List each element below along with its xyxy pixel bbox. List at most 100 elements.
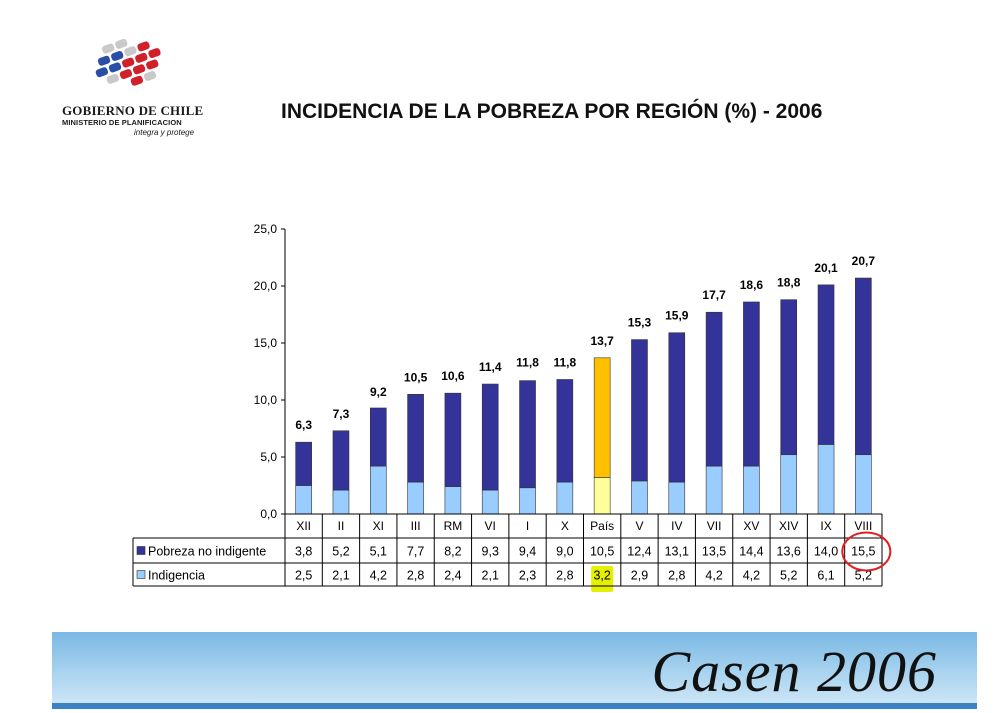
- bar-indigencia: [519, 487, 536, 515]
- bar-pobreza-no-indigente: [519, 380, 536, 489]
- table-cell-value: 2,8: [668, 569, 685, 583]
- bar-pobreza-no-indigente: [444, 392, 462, 487]
- bar-total-label: 9,2: [370, 385, 387, 399]
- table-cell-value: 6,1: [817, 569, 834, 583]
- category-label: IX: [820, 519, 831, 533]
- table-cell-value: 3,2: [593, 569, 610, 583]
- table-cell-value: 9,3: [482, 545, 499, 559]
- table-cell-value: 7,7: [407, 545, 424, 559]
- bar-total-label: 6,3: [295, 418, 312, 432]
- bar-indigencia: [817, 444, 835, 515]
- category-label: II: [338, 519, 345, 533]
- bar-indigencia: [332, 489, 350, 515]
- y-tick-label: 25,0: [254, 222, 278, 236]
- table-cell-value: 14,4: [739, 545, 763, 559]
- bar-pobreza-no-indigente: [631, 339, 648, 482]
- bar-pobreza-no-indigente: [705, 311, 723, 467]
- table-cell-value: 2,5: [295, 569, 312, 583]
- category-label: XI: [373, 519, 384, 533]
- bar-total-label: 20,1: [814, 261, 838, 275]
- bar-total-label: 10,5: [404, 370, 428, 384]
- bar-indigencia: [369, 465, 387, 515]
- bar-indigencia: [705, 465, 723, 515]
- y-tick-label: 5,0: [260, 450, 277, 464]
- table-cell-value: 2,8: [556, 569, 573, 583]
- table-cell-value: 10,5: [590, 545, 614, 559]
- footer-bar: [52, 703, 977, 709]
- bar-total-label: 10,6: [441, 369, 465, 383]
- bar-pobreza-no-indigente: [332, 430, 350, 491]
- bar-total-label: 7,3: [333, 407, 350, 421]
- gobierno-logo: GOBIERNO DE CHILE MINISTERIO DE PLANIFIC…: [60, 35, 203, 145]
- category-label: VI: [485, 519, 496, 533]
- bar-indigencia: [481, 489, 499, 515]
- category-label: X: [561, 519, 569, 533]
- category-label: VIII: [854, 519, 872, 533]
- bar-total-label: 15,3: [628, 316, 652, 330]
- table-cell-value: 2,1: [482, 569, 499, 583]
- category-label: RM: [444, 519, 463, 533]
- table-cell-value: 9,0: [556, 545, 573, 559]
- table-cell-value: 5,2: [332, 545, 349, 559]
- bar-indigencia: [855, 454, 872, 515]
- y-tick-label: 20,0: [254, 279, 278, 293]
- table-cell-value: 8,2: [444, 545, 461, 559]
- table-cell-value: 4,2: [370, 569, 387, 583]
- table-cell-value: 2,9: [631, 569, 648, 583]
- footer-banner: Casen 2006: [52, 632, 977, 706]
- bar-indigencia: [295, 485, 312, 515]
- bar-pobreza-no-indigente: [855, 277, 872, 456]
- bar-pobreza-no-indigente: [295, 441, 312, 486]
- page-title: INCIDENCIA DE LA POBREZA POR REGIÓN (%) …: [281, 100, 823, 123]
- table-cell-value: 14,0: [814, 545, 838, 559]
- table-cell-value: 13,6: [777, 545, 801, 559]
- y-tick-label: 10,0: [254, 393, 278, 407]
- legend-label: Indigencia: [148, 569, 205, 583]
- logo-tagline: integra y protege: [134, 128, 195, 137]
- bar-pobreza-no-indigente: [481, 383, 499, 491]
- bar-indigencia: [743, 465, 760, 515]
- legend-label: Pobreza no indigente: [148, 545, 266, 559]
- bar-pobreza-no-indigente: [743, 301, 760, 467]
- table-cell-value: 15,5: [851, 545, 875, 559]
- category-label: V: [635, 519, 643, 533]
- category-label: XIV: [779, 519, 798, 533]
- bar-total-label: 11,4: [479, 360, 502, 374]
- table-cell-value: 4,2: [743, 569, 760, 583]
- highlight-circle: [841, 531, 892, 572]
- table-cell-value: 5,1: [370, 545, 387, 559]
- legend-key: [136, 570, 146, 579]
- table-cell-value: 2,3: [519, 569, 536, 583]
- table-cell-value: 4,2: [705, 569, 722, 583]
- logo-emblem-icon: [95, 38, 161, 86]
- bar-total-label: 15,9: [665, 309, 689, 323]
- bar-total-label: 11,8: [553, 355, 576, 369]
- table-cell-value: 13,5: [702, 545, 726, 559]
- bar-total-label: 13,7: [590, 334, 614, 348]
- bar-indigencia: [556, 481, 574, 515]
- bar-pobreza-no-indigente: [668, 332, 686, 483]
- bar-total-label: 18,8: [777, 276, 801, 290]
- category-label: VII: [707, 519, 722, 533]
- table-cell-value: 9,4: [519, 545, 536, 559]
- bar-pobreza-no-indigente: [369, 407, 387, 467]
- bar-total-label: 11,8: [516, 355, 539, 369]
- category-label: País: [590, 519, 614, 533]
- bar-pobreza-no-indigente: [817, 284, 835, 445]
- table-cell-value: 3,8: [295, 545, 312, 559]
- bar-total-label: 18,6: [740, 278, 764, 292]
- y-tick-label: 0,0: [260, 507, 277, 521]
- table-cell-value: 5,2: [780, 569, 797, 583]
- bar-indigencia: [668, 481, 686, 515]
- category-label: I: [526, 519, 529, 533]
- table-cell-value: 2,1: [332, 569, 349, 583]
- table-cell-value: 2,4: [444, 569, 461, 583]
- category-label: XV: [743, 519, 759, 533]
- table-cell-value: 5,2: [855, 569, 872, 583]
- category-label: XII: [296, 519, 311, 533]
- logo-subtitle: MINISTERIO DE PLANIFICACION: [62, 118, 182, 127]
- bar-indigencia: [593, 477, 611, 515]
- casen-brand: Casen 2006: [651, 639, 937, 704]
- category-label: III: [411, 519, 421, 533]
